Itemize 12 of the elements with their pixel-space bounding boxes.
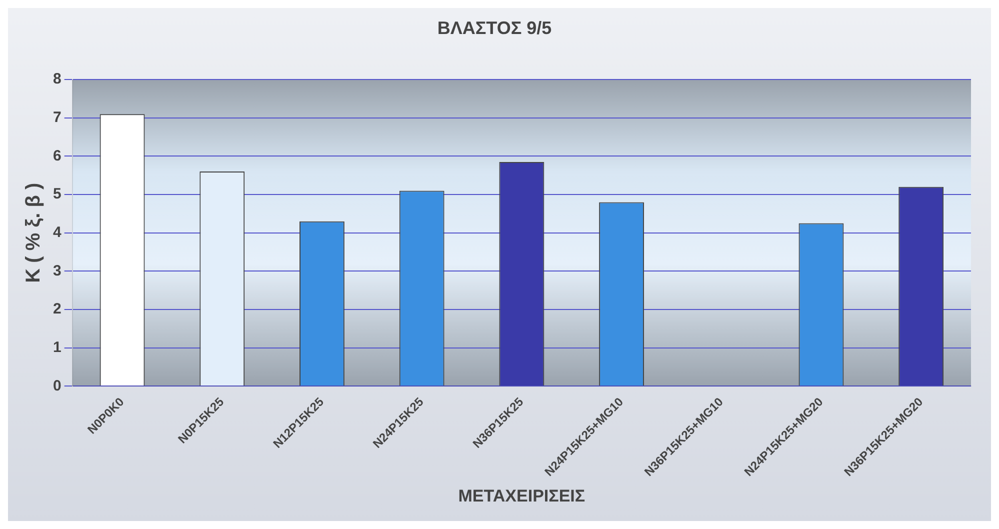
y-tick-label: 3 [53, 262, 62, 280]
y-axis-title: K ( % ξ. β ) [22, 182, 45, 283]
y-tick-label: 0 [53, 377, 62, 394]
y-tick-label: 8 [53, 70, 62, 88]
y-tick-label: 6 [53, 147, 62, 164]
y-tick-label: 7 [53, 109, 62, 126]
y-tick-label: 5 [53, 186, 62, 203]
y-tick-label: 2 [53, 300, 62, 318]
y-tick-label: 4 [53, 224, 62, 242]
y-tick-label: 1 [53, 338, 62, 356]
x-axis-title: ΜΕΤΑΧΕΙΡΙΣΕΙΣ [458, 486, 586, 506]
chart-title: ΒΛΑΣΤΟΣ 9/5 [437, 18, 552, 38]
